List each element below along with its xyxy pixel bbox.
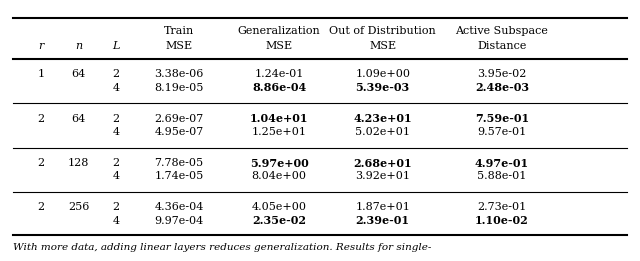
Text: 4: 4 <box>113 127 120 137</box>
Text: 2.35e-02: 2.35e-02 <box>252 215 306 226</box>
Text: 64: 64 <box>72 69 86 79</box>
Text: 2: 2 <box>113 158 120 168</box>
Text: 1.87e+01: 1.87e+01 <box>355 203 410 212</box>
Text: 2: 2 <box>37 158 44 168</box>
Text: 5.02e+01: 5.02e+01 <box>355 127 410 137</box>
Text: 2: 2 <box>37 114 44 124</box>
Text: 1.25e+01: 1.25e+01 <box>252 127 307 137</box>
Text: 8.19e-05: 8.19e-05 <box>154 83 204 93</box>
Text: 3.38e-06: 3.38e-06 <box>154 69 204 79</box>
Text: Train: Train <box>164 26 194 36</box>
Text: 256: 256 <box>68 203 89 212</box>
Text: Distance: Distance <box>477 40 527 51</box>
Text: 1.10e-02: 1.10e-02 <box>475 215 529 226</box>
Text: 4.97e-01: 4.97e-01 <box>475 158 529 169</box>
Text: 1.24e-01: 1.24e-01 <box>255 69 304 79</box>
Text: 3.92e+01: 3.92e+01 <box>355 171 410 181</box>
Text: r: r <box>38 40 44 51</box>
Text: 128: 128 <box>68 158 89 168</box>
Text: 4.05e+00: 4.05e+00 <box>252 203 307 212</box>
Text: 7.78e-05: 7.78e-05 <box>154 158 204 168</box>
Text: MSE: MSE <box>369 40 396 51</box>
Text: 2: 2 <box>37 203 44 212</box>
Text: 4.95e-07: 4.95e-07 <box>154 127 204 137</box>
Text: L: L <box>113 40 120 51</box>
Text: 8.04e+00: 8.04e+00 <box>252 171 307 181</box>
Text: 3.95e-02: 3.95e-02 <box>477 69 527 79</box>
Text: MSE: MSE <box>165 40 193 51</box>
Text: n: n <box>75 40 82 51</box>
Text: 1.09e+00: 1.09e+00 <box>355 69 410 79</box>
Text: 2.73e-01: 2.73e-01 <box>477 203 527 212</box>
Text: 7.59e-01: 7.59e-01 <box>475 113 529 124</box>
Text: 2.39e-01: 2.39e-01 <box>356 215 410 226</box>
Text: 5.88e-01: 5.88e-01 <box>477 171 527 181</box>
Text: Out of Distribution: Out of Distribution <box>330 26 436 36</box>
Text: 2: 2 <box>113 114 120 124</box>
Text: 2.69e-07: 2.69e-07 <box>154 114 204 124</box>
Text: Active Subspace: Active Subspace <box>456 26 548 36</box>
Text: Generalization: Generalization <box>238 26 321 36</box>
Text: 4.23e+01: 4.23e+01 <box>353 113 412 124</box>
Text: 1.04e+01: 1.04e+01 <box>250 113 308 124</box>
Text: 4.36e-04: 4.36e-04 <box>154 203 204 212</box>
Text: 1: 1 <box>37 69 44 79</box>
Text: 5.39e-03: 5.39e-03 <box>356 82 410 93</box>
Text: 2: 2 <box>113 203 120 212</box>
Text: 2: 2 <box>113 69 120 79</box>
Text: MSE: MSE <box>266 40 292 51</box>
Text: 5.97e+00: 5.97e+00 <box>250 158 308 169</box>
Text: 4: 4 <box>113 171 120 181</box>
Text: 9.57e-01: 9.57e-01 <box>477 127 527 137</box>
Text: 8.86e-04: 8.86e-04 <box>252 82 307 93</box>
Text: 2.68e+01: 2.68e+01 <box>353 158 412 169</box>
Text: 2.48e-03: 2.48e-03 <box>475 82 529 93</box>
Text: 4: 4 <box>113 216 120 226</box>
Text: With more data, adding linear layers reduces generalization. Results for single-: With more data, adding linear layers red… <box>13 243 431 252</box>
Text: 9.97e-04: 9.97e-04 <box>154 216 204 226</box>
Text: 4: 4 <box>113 83 120 93</box>
Text: 1.74e-05: 1.74e-05 <box>154 171 204 181</box>
Text: 64: 64 <box>72 114 86 124</box>
